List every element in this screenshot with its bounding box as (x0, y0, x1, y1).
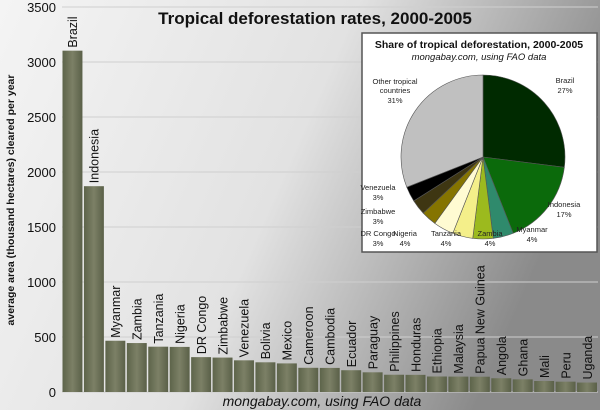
bar (148, 346, 169, 392)
bar-category-label: Angola (495, 336, 509, 375)
pie-value-label: 4% (441, 239, 452, 248)
bar-category-label: Indonesia (88, 129, 102, 183)
pie-value-label: 4% (485, 239, 496, 248)
pie-value-label: 3% (373, 193, 384, 202)
bar-category-label: Papua New Guinea (474, 265, 488, 373)
bar (512, 379, 533, 392)
pie-value-label: 31% (387, 96, 402, 105)
y-tick-label: 500 (34, 330, 56, 345)
bar (405, 374, 426, 392)
y-tick-label: 1500 (27, 220, 56, 235)
pie-slice (482, 74, 566, 168)
pie-subtitle: mongabay.com, using FAO data (412, 52, 547, 63)
bar (491, 378, 512, 392)
pie-label: Myanmar (516, 225, 548, 234)
bar-category-label: Zambia (131, 298, 145, 340)
bar-category-label: Ecuador (345, 321, 359, 368)
bar (469, 376, 490, 392)
bar (298, 367, 319, 392)
pie-label: Tanzania (431, 229, 462, 238)
bar (577, 382, 597, 392)
y-axis: 0 500 1000 1500 2000 2500 3000 3500 (27, 0, 598, 400)
bar (319, 367, 340, 392)
bar-category-label: Cameroon (302, 306, 316, 364)
bar-category-label: Peru (559, 352, 573, 378)
pie-value-label: 4% (400, 239, 411, 248)
pie-value-label: 27% (557, 86, 572, 95)
bar (255, 362, 276, 392)
pie-label: Nigeria (393, 229, 418, 238)
bar-category-label: Ethiopia (431, 328, 445, 373)
pie-value-label: 3% (373, 239, 384, 248)
y-tick-label: 0 (49, 385, 56, 400)
bar (448, 376, 469, 392)
bar-category-label: Ghana (516, 339, 530, 377)
bar (169, 346, 190, 392)
bar (426, 376, 447, 392)
pie-label: Brazil (556, 76, 575, 85)
bar-category-label: Mexico (281, 321, 295, 361)
pie-label: Other tropical (372, 77, 417, 86)
bar-category-label: Bolivia (259, 322, 273, 359)
bar-category-label: Brazil (66, 16, 80, 47)
bar (362, 372, 383, 392)
bar (234, 360, 254, 392)
bar (62, 50, 83, 393)
pie-value-label: 4% (527, 235, 538, 244)
bar (555, 381, 576, 392)
bar-category-label: Malaysia (452, 324, 466, 373)
pie-label: Zimbabwe (361, 207, 396, 216)
bar-category-label: Venezuela (238, 299, 252, 357)
bars: Brazil Indonesia Myanmar Zambia Tanzania Nige… (62, 16, 597, 393)
pie-label: countries (380, 86, 411, 95)
bar (191, 357, 212, 392)
bar (126, 343, 147, 392)
y-tick-label: 2500 (27, 110, 56, 125)
pie-label: Indonesia (548, 200, 581, 209)
y-tick-label: 2000 (27, 165, 56, 180)
bar (276, 363, 297, 392)
pie-value-label: 17% (556, 210, 571, 219)
bar-category-label: Honduras (409, 318, 423, 372)
bar-category-label: Tanzania (152, 294, 166, 344)
pie-slice (400, 74, 484, 188)
pie-value-label: 3% (373, 217, 384, 226)
bar-category-label: DR Congo (195, 296, 209, 354)
bar (105, 340, 126, 392)
pie-label: Venezuela (360, 183, 396, 192)
y-axis-label: average area (thousand hectares) cleared… (5, 75, 17, 326)
pie-slice (482, 156, 565, 234)
y-tick-label: 3000 (27, 55, 56, 70)
bar-category-label: Nigeria (173, 304, 187, 344)
y-tick-label: 3500 (27, 0, 56, 15)
x-axis-label: mongabay.com, using FAO data (223, 393, 422, 409)
chart-title: Tropical deforestation rates, 2000-2005 (158, 9, 472, 28)
bar-category-label: Zimbabwe (216, 297, 230, 355)
bar-category-label: Mali (538, 355, 552, 378)
bar-category-label: Uganda (581, 336, 595, 380)
pie-title: Share of tropical deforestation, 2000-20… (375, 39, 583, 51)
pie-label: Zambia (477, 229, 503, 238)
bar (212, 357, 233, 392)
bar-category-label: Cambodia (324, 308, 338, 365)
pie-inset: Share of tropical deforestation, 2000-20… (360, 32, 598, 253)
bar (341, 370, 362, 392)
y-tick-label: 1000 (27, 275, 56, 290)
bar (83, 186, 104, 392)
bar (384, 374, 405, 392)
bar-category-label: Paraguay (366, 315, 380, 369)
pie-label: DR Congo (360, 229, 395, 238)
bar-category-label: Myanmar (109, 286, 123, 338)
bar-category-label: Philippines (388, 311, 402, 371)
pie: Brazil27%Indonesia17%Myanmar4%Zambia4%Ta… (360, 74, 581, 248)
bar (534, 381, 555, 392)
